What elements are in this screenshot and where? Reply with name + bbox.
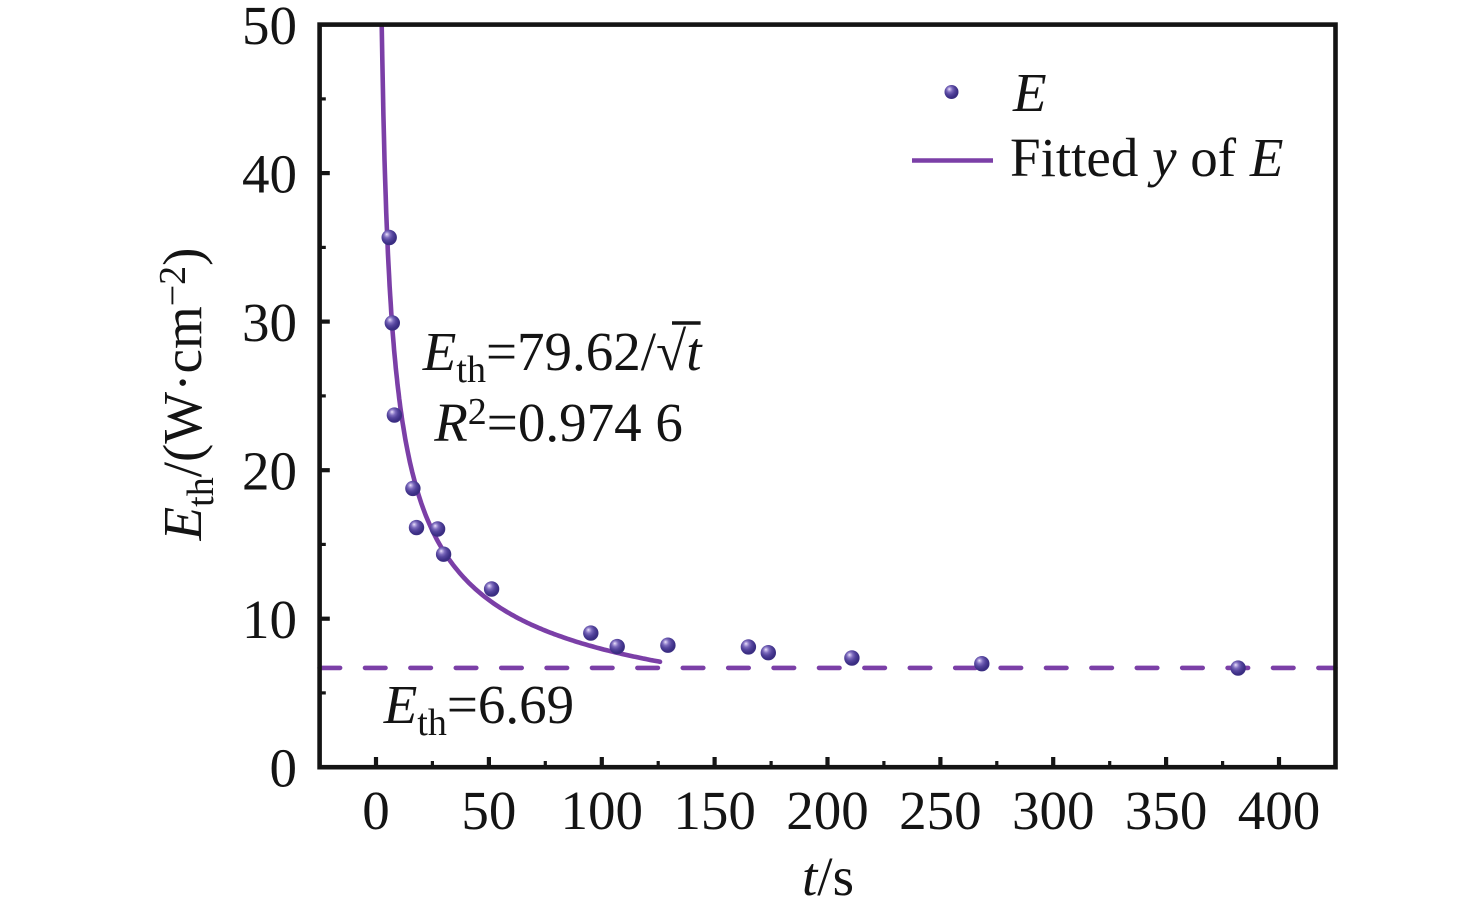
svg-text:0: 0 <box>270 738 298 799</box>
svg-text:200: 200 <box>786 780 869 841</box>
svg-text:R2=0.974 6: R2=0.974 6 <box>433 391 683 453</box>
svg-text:400: 400 <box>1238 780 1321 841</box>
svg-text:Eth=6.69: Eth=6.69 <box>383 674 574 744</box>
svg-text:350: 350 <box>1125 780 1208 841</box>
svg-text:10: 10 <box>242 589 297 650</box>
svg-text:40: 40 <box>242 144 297 205</box>
svg-text:E: E <box>1012 62 1047 123</box>
svg-text:Eth/(W·cm−2): Eth/(W·cm−2) <box>152 248 222 542</box>
svg-text:50: 50 <box>461 780 516 841</box>
svg-text:50: 50 <box>242 0 297 56</box>
svg-text:150: 150 <box>673 780 756 841</box>
svg-text:300: 300 <box>1012 780 1095 841</box>
svg-text:100: 100 <box>561 780 644 841</box>
svg-text:Fitted y of E: Fitted y of E <box>1010 127 1283 188</box>
svg-text:30: 30 <box>242 292 297 353</box>
svg-text:20: 20 <box>242 441 297 502</box>
svg-text:0: 0 <box>362 780 390 841</box>
svg-text:t/s: t/s <box>802 846 854 907</box>
svg-text:250: 250 <box>899 780 982 841</box>
svg-text:Eth=79.62/√t: Eth=79.62/√t <box>422 321 703 391</box>
